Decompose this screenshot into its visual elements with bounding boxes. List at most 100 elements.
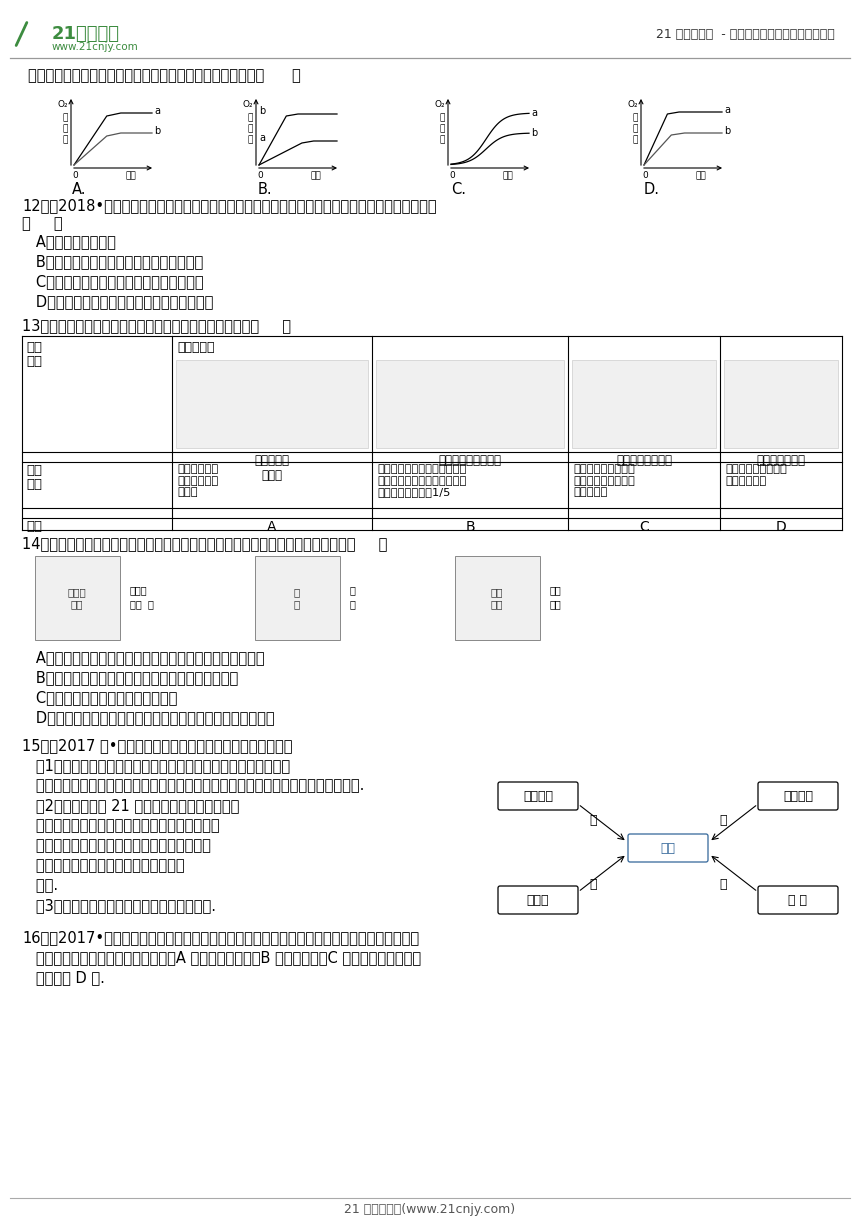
Text: 主要: 主要 xyxy=(26,465,42,477)
Text: C．防止生成的熔化物溅落瓶底炸裂: C．防止生成的熔化物溅落瓶底炸裂 xyxy=(22,689,177,705)
FancyBboxPatch shape xyxy=(758,886,838,914)
Text: A.: A. xyxy=(72,182,87,197)
Text: 空 气: 空 气 xyxy=(789,894,808,906)
Text: D．通过观察集气瓶中水的多少判断集气瓶中气体是否收集满: D．通过观察集气瓶中水的多少判断集气瓶中气体是否收集满 xyxy=(22,710,274,725)
Text: 的: 的 xyxy=(439,113,445,122)
Text: a: a xyxy=(531,108,537,118)
Text: www.21cnjy.com: www.21cnjy.com xyxy=(52,43,138,52)
Text: 16．（2017•曹县二模）某同学模仿物理课上学到的串联电路，设计了如下气体制取与性质验证: 16．（2017•曹县二模）某同学模仿物理课上学到的串联电路，设计了如下气体制取… xyxy=(22,930,419,945)
Text: b: b xyxy=(259,106,265,116)
Text: a: a xyxy=(724,105,730,116)
Text: 时间: 时间 xyxy=(126,171,137,180)
Text: C.: C. xyxy=(451,182,466,197)
Text: 作用: 作用 xyxy=(26,478,42,491)
Text: a: a xyxy=(154,106,160,116)
Text: 0: 0 xyxy=(642,171,648,180)
Text: 甲: 甲 xyxy=(589,814,597,827)
Text: 甲＿＿＿＿＿＿＿＿＿＿＿＿＿＿＿＿＿；丁＿＿＿＿＿＿＿＿＿＿＿＿＿＿＿＿＿.: 甲＿＿＿＿＿＿＿＿＿＿＿＿＿＿＿＿＿；丁＿＿＿＿＿＿＿＿＿＿＿＿＿＿＿＿＿. xyxy=(22,778,365,793)
Text: 时间: 时间 xyxy=(696,171,706,180)
Text: A．增加氧气的产量: A．增加氧气的产量 xyxy=(22,233,116,249)
Text: 过氧化氢: 过氧化氢 xyxy=(783,789,813,803)
Text: 探究燃烧的条件: 探究燃烧的条件 xyxy=(757,454,806,467)
Text: 21世纪教育: 21世纪教育 xyxy=(52,26,120,43)
Text: （     ）: （ ） xyxy=(22,216,63,231)
Text: A: A xyxy=(267,520,277,534)
Text: 丙: 丙 xyxy=(719,878,727,891)
Text: 0: 0 xyxy=(257,171,263,180)
Text: 铁丝
氧气: 铁丝 氧气 xyxy=(491,587,503,609)
Text: 铁钉生锈条
件探究: 铁钉生锈条 件探究 xyxy=(255,454,290,482)
Text: D: D xyxy=(776,520,786,534)
Text: 的: 的 xyxy=(63,113,68,122)
Text: O₂: O₂ xyxy=(243,100,253,109)
Text: 丁: 丁 xyxy=(589,878,597,891)
Text: 测定空气中氧气含量: 测定空气中氧气含量 xyxy=(439,454,501,467)
Text: 水: 水 xyxy=(350,599,356,609)
Text: a: a xyxy=(259,133,265,143)
Text: 13．下列有关指定容器中水的主要作用的说法，错误的是（     ）: 13．下列有关指定容器中水的主要作用的说法，错误的是（ ） xyxy=(22,319,291,333)
Bar xyxy=(724,360,838,447)
Text: b: b xyxy=(724,126,730,136)
FancyBboxPatch shape xyxy=(758,782,838,810)
Text: 实验: 实验 xyxy=(26,340,42,354)
Text: B.: B. xyxy=(258,182,273,197)
Text: 弹簧夹
红磷: 弹簧夹 红磷 xyxy=(68,587,86,609)
Text: D．不加二氧化锰，加热氯酸钾不能产生氧气: D．不加二氧化锰，加热氯酸钾不能产生氧气 xyxy=(22,294,213,309)
Text: B．吸收热量和吸收产生的二氧化硫，防止空气污染: B．吸收热量和吸收产生的二氧化硫，防止空气污染 xyxy=(22,670,238,685)
Text: 干燥的空气: 干燥的空气 xyxy=(177,340,214,354)
Text: 21 世纪教育网(www.21cnjy.com): 21 世纪教育网(www.21cnjy.com) xyxy=(345,1203,515,1216)
Text: 氧气: 氧气 xyxy=(660,841,675,855)
Text: B: B xyxy=(465,520,475,534)
Bar xyxy=(572,360,716,447)
Text: 14．水是化学实验中的常用试剂，下列有关水在化学实验中的作用分析不正确的是（     ）: 14．水是化学实验中的常用试剂，下列有关水在化学实验中的作用分析不正确的是（ ） xyxy=(22,536,387,551)
Text: 量: 量 xyxy=(63,135,68,143)
Bar xyxy=(455,556,540,640)
FancyArrowPatch shape xyxy=(16,23,27,45)
Text: 弹簧夹: 弹簧夹 xyxy=(130,585,148,595)
Text: O₂: O₂ xyxy=(628,100,638,109)
Text: A．通过测量进入集气瓶中的体积测定氧气在空气中的含量: A．通过测量进入集气瓶中的体积测定氧气在空气中的含量 xyxy=(22,651,265,665)
Text: 红磷  水: 红磷 水 xyxy=(130,599,154,609)
Text: 的: 的 xyxy=(633,113,638,122)
FancyBboxPatch shape xyxy=(498,782,578,810)
Text: 逐渐进入 D 中.: 逐渐进入 D 中. xyxy=(22,970,105,985)
Text: 量: 量 xyxy=(248,135,253,143)
Bar xyxy=(255,556,340,640)
Text: 质: 质 xyxy=(248,124,253,133)
Text: 烧杯中的水：加热铜
片；隔绝空气: 烧杯中的水：加热铜 片；隔绝空气 xyxy=(725,465,787,485)
Text: B．加快产生氧气的速率，增加氧气的产量: B．加快产生氧气的速率，增加氧气的产量 xyxy=(22,254,203,269)
Text: 乙: 乙 xyxy=(719,814,727,827)
Text: 15．（2017 秋•费县期中）如图示四种途径都可以得到氧气；: 15．（2017 秋•费县期中）如图示四种途径都可以得到氧气； xyxy=(22,738,292,753)
Bar xyxy=(376,360,564,447)
Text: 碳
水: 碳 水 xyxy=(294,587,300,609)
Text: 质: 质 xyxy=(439,124,445,133)
Text: 的: 的 xyxy=(248,113,253,122)
Text: 出氧气的量（纵坐标）与反应时间（横坐标）关系的图象是（      ）: 出氧气的量（纵坐标）与反应时间（横坐标）关系的图象是（ ） xyxy=(28,68,301,83)
Text: b: b xyxy=(154,126,160,136)
Text: 时间: 时间 xyxy=(502,171,513,180)
FancyBboxPatch shape xyxy=(498,886,578,914)
Text: （3）通过丙途径获得氧气是＿＿＿＿＿变化.: （3）通过丙途径获得氧气是＿＿＿＿＿变化. xyxy=(22,897,216,913)
Text: 碳: 碳 xyxy=(350,585,356,595)
Text: 质: 质 xyxy=(633,124,638,133)
FancyBboxPatch shape xyxy=(628,834,708,862)
Text: 高锰酸钾: 高锰酸钾 xyxy=(523,789,553,803)
Text: O₂: O₂ xyxy=(434,100,445,109)
Text: D.: D. xyxy=(644,182,660,197)
Text: 12．（2018•普陀区一模）氯酸钾和二氧化锰的混合物加热制取氧气时，有关二氧化锰说法正确的是: 12．（2018•普陀区一模）氯酸钾和二氧化锰的混合物加热制取氧气时，有关二氧化… xyxy=(22,198,437,213)
Text: 铁丝在氧气中燃烧: 铁丝在氧气中燃烧 xyxy=(616,454,672,467)
Text: 时间: 时间 xyxy=(310,171,322,180)
Text: 量: 量 xyxy=(633,135,638,143)
Text: C．加快产生氧气的速率，氧气的产量不变: C．加快产生氧气的速率，氧气的产量不变 xyxy=(22,274,204,289)
Text: O₂: O₂ xyxy=(58,100,68,109)
Text: 0: 0 xyxy=(72,171,77,180)
Text: （1）写出实验室中通过甲、丁两种途径制取氧气的化学方程式：: （1）写出实验室中通过甲、丁两种途径制取氧气的化学方程式： xyxy=(22,758,290,773)
Text: 丁三种制取氧气的途径中，＿＿＿＿（填甲、: 丁三种制取氧气的途径中，＿＿＿＿（填甲、 xyxy=(22,838,211,852)
Text: （2）绿色化学是 21 世纪化学科学发展的重要方: （2）绿色化学是 21 世纪化学科学发展的重要方 xyxy=(22,798,239,814)
Text: C: C xyxy=(639,520,649,534)
Text: 乙或丁）途径更体现化学实验的绿色化: 乙或丁）途径更体现化学实验的绿色化 xyxy=(22,858,185,873)
Bar xyxy=(176,360,368,447)
Text: 量筒中的水：冷却后，打开止
水夹，被抽出的水的体积约量
筒中水的总体积的1/5: 量筒中的水：冷却后，打开止 水夹，被抽出的水的体积约量 筒中水的总体积的1/5 xyxy=(377,465,466,497)
Text: 试管中的水：
使铁生锈的物
质之一: 试管中的水： 使铁生锈的物 质之一 xyxy=(177,465,218,497)
Text: 21 世纪教育网  - 中小学教育资源及组卷应用平台: 21 世纪教育网 - 中小学教育资源及组卷应用平台 xyxy=(656,28,835,41)
